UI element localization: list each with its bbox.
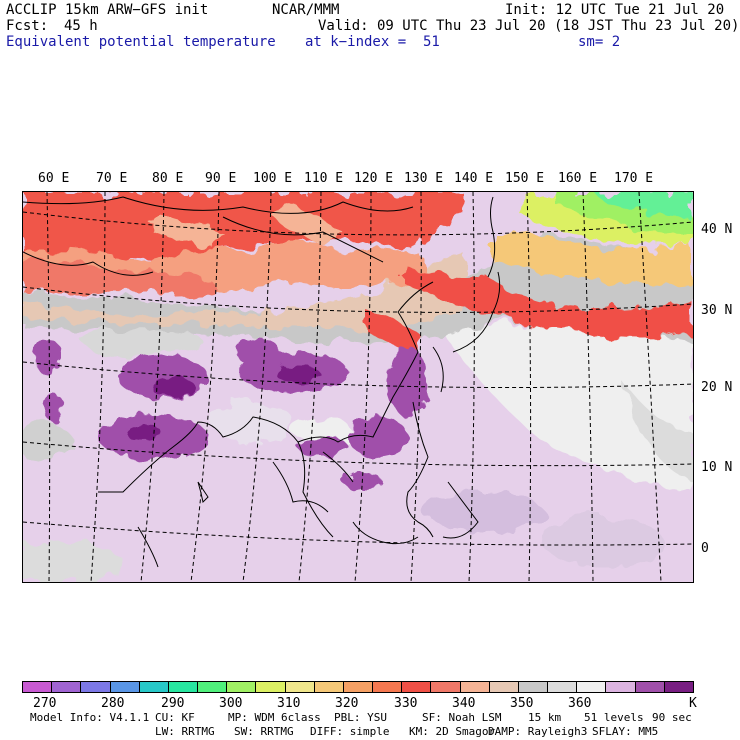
colorbar-swatch [51,682,81,692]
lat-label: 10 N [701,460,733,475]
colorbar-tick-label: 320 [335,696,359,711]
colorbar-swatch [80,682,110,692]
init-time: Init: 12 UTC Tue 21 Jul 20 [505,2,725,18]
level-label: at k−index = 51 [305,34,440,50]
colorbar-swatch [488,682,518,692]
colorbar-swatch [459,682,489,692]
colorbar-tick-label: 280 [101,696,125,711]
lon-label: 60 E [38,171,70,186]
model-info-timestep: 90 sec [652,711,692,724]
lat-label: 0 [701,541,709,556]
lon-label: 170 E [614,171,654,186]
colorbar-tick-label: 310 [277,696,301,711]
colorbar-swatch [401,682,431,692]
model-info-diffusion: DIFF: simple [310,725,390,738]
model-info-cumulus: CU: KF [155,711,195,724]
colorbar-swatch [517,682,548,692]
colorbar [22,681,694,693]
lon-label: 150 E [505,171,545,186]
model-info-resolution: 15 km [528,711,562,724]
model-info-damping: DAMP: Rayleigh3 [488,725,588,738]
colorbar-swatch [23,682,52,692]
graticule [23,192,693,582]
forecast-label: Fcst: [6,18,49,34]
colorbar-swatch [313,682,343,692]
colorbar-tick-label: 350 [510,696,534,711]
lon-label: 110 E [304,171,344,186]
colorbar-swatch [226,682,256,692]
colorbar-swatch [547,682,577,692]
colorbar-tick-label: 290 [161,696,185,711]
purple-patches [34,338,428,490]
valid-time: Valid: 09 UTC Thu 23 Jul 20 (18 JST Thu … [318,18,740,34]
model-info-shortwave: SW: RRTMG [234,725,294,738]
org-label: NCAR/MMM [272,2,340,18]
lon-label: 130 E [404,171,444,186]
lon-label: 80 E [152,171,184,186]
lon-label: 100 E [253,171,293,186]
colorbar-swatch [342,682,373,692]
lon-label: 120 E [354,171,394,186]
model-info-longwave: LW: RRTMG [155,725,215,738]
colorbar-swatch [430,682,460,692]
colorbar-units: K [689,696,697,711]
colorbar-swatch [576,682,606,692]
lat-label: 30 N [701,303,733,318]
colorbar-swatch [372,682,402,692]
colorbar-tick-label: 270 [33,696,57,711]
colorbar-swatch [663,682,693,692]
model-title: ACCLIP 15km ARW−GFS init [6,2,209,18]
lon-label: 90 E [205,171,237,186]
colorbar-swatch [109,682,139,692]
model-info-pbl: PBL: YSU [334,711,387,724]
theta-e-map [22,191,694,583]
lon-label: 160 E [558,171,598,186]
lat-label: 40 N [701,222,733,237]
lat-label: 20 N [701,380,733,395]
field-name: Equivalent potential temperature [6,34,276,50]
colorbar-tick-label: 300 [219,696,243,711]
lon-label: 140 E [454,171,494,186]
forecast-hour: 45 h [64,18,98,34]
colorbar-swatch [138,682,168,692]
model-info-levels: 51 levels [584,711,644,724]
model-info-km: KM: 2D Smagor [409,725,496,738]
field-patches [23,192,693,582]
model-info-surface: SF: Noah LSM [422,711,502,724]
model-info-microphysics: MP: WDM 6class [228,711,321,724]
colorbar-swatch [197,682,227,692]
colorbar-swatch [605,682,635,692]
colorbar-swatch [167,682,198,692]
colorbar-tick-label: 330 [394,696,418,711]
map-canvas [23,192,693,582]
model-info-surface-layer: SFLAY: MM5 [592,725,659,738]
lon-label: 70 E [96,171,128,186]
colorbar-tick-label: 360 [568,696,592,711]
model-info-version: Model Info: V4.1.1 [30,711,150,724]
colorbar-tick-label: 340 [452,696,476,711]
smoothing-label: sm= 2 [578,34,621,50]
colorbar-swatch [255,682,285,692]
colorbar-swatch [284,682,314,692]
colorbar-swatch [634,682,664,692]
